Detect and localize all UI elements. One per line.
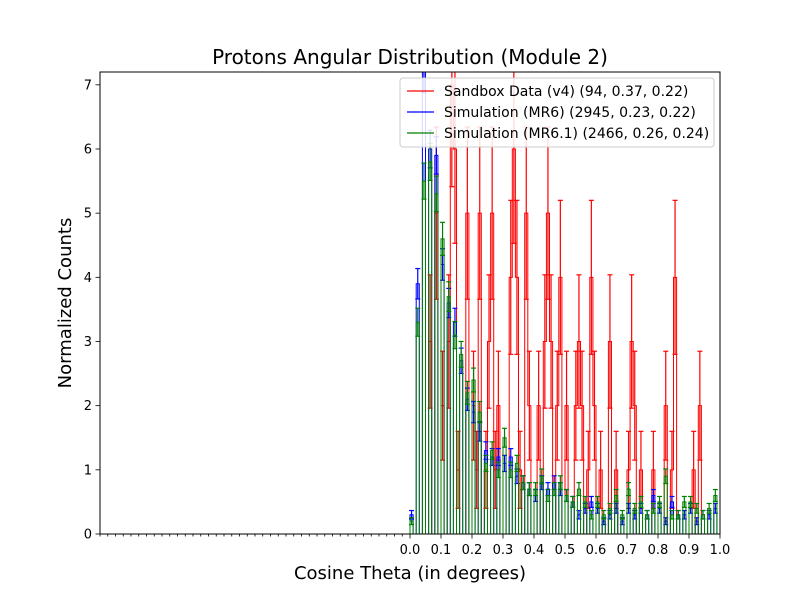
x-axis-label: Cosine Theta (in degrees): [294, 563, 526, 584]
chart-title: Protons Angular Distribution (Module 2): [212, 45, 608, 69]
y-axis-ticks: 0 1 2 3 4 5 6 7: [84, 78, 100, 543]
x-axis-ticks: 0.0 0.1 0.2 0.3 0.4 0.5 0.6 0.7 0.8 0.9 1.0: [99, 534, 731, 558]
y-tick-label: 0: [84, 528, 92, 543]
x-tick-label: 0.2: [462, 543, 483, 558]
legend-entry-1: Simulation (MR6) (2945, 0.23, 0.22): [444, 105, 696, 121]
y-tick-label: 4: [84, 271, 92, 286]
x-tick-label: 0.6: [586, 543, 607, 558]
y-axis-label: Normalized Counts: [55, 218, 76, 389]
plot-frame: [99, 71, 721, 535]
y-tick-label: 3: [84, 335, 92, 350]
x-tick-label: 0.3: [493, 543, 514, 558]
x-tick-label: 0.0: [400, 543, 421, 558]
legend: Sandbox Data (v4) (94, 0.37, 0.22) Simula…: [399, 77, 715, 148]
y-tick-label: 1: [84, 463, 92, 478]
legend-entry-0: Sandbox Data (v4) (94, 0.37, 0.22): [444, 84, 688, 100]
x-tick-label: 0.9: [679, 543, 700, 558]
y-tick-label: 7: [84, 78, 92, 93]
y-tick-label: 2: [84, 399, 92, 414]
legend-entry-2: Simulation (MR6.1) (2466, 0.26, 0.24): [444, 126, 709, 142]
series-2-step-line: [100, 161, 720, 534]
x-tick-label: 0.7: [617, 543, 638, 558]
x-tick-label: 0.1: [431, 543, 452, 558]
x-tick-label: 0.5: [555, 543, 576, 558]
y-tick-label: 5: [84, 207, 92, 222]
y-tick-label: 6: [84, 143, 92, 158]
x-tick-label: 0.8: [648, 543, 669, 558]
x-tick-label: 1.0: [710, 543, 731, 558]
plot-area: [100, 72, 720, 534]
legend-box: [399, 77, 715, 148]
x-tick-label: 0.4: [524, 543, 545, 558]
plot-content: [100, 72, 720, 534]
